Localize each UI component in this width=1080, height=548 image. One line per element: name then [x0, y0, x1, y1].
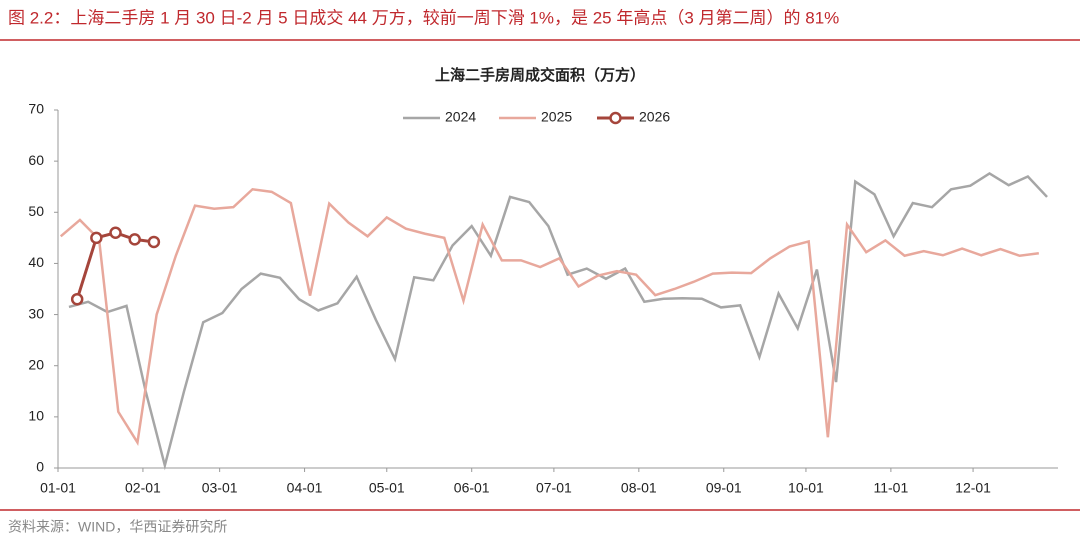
x-tick-label: 09-01 [706, 480, 742, 496]
x-tick-label: 05-01 [369, 480, 405, 496]
y-tick-label: 70 [28, 101, 44, 117]
x-tick-label: 11-01 [873, 480, 908, 496]
series-line [59, 187, 1039, 446]
x-tick-label: 04-01 [287, 480, 323, 496]
figure-header: 图 2.2：上海二手房 1 月 30 日-2 月 5 日成交 44 万方，较前一… [8, 8, 839, 27]
series-line [68, 171, 1048, 471]
y-tick-label: 20 [28, 356, 44, 372]
point [128, 233, 141, 246]
legend-label: 2026 [639, 109, 670, 125]
x-tick-label: 01-01 [40, 480, 76, 496]
x-tick-label: 07-01 [536, 480, 572, 496]
x-tick-label: 08-01 [621, 480, 657, 496]
x-tick-label: 10-01 [788, 480, 824, 496]
y-tick-label: 50 [28, 203, 44, 219]
x-tick-label: 12-01 [955, 480, 991, 496]
series-line [75, 231, 155, 300]
point [70, 292, 84, 306]
point [109, 226, 122, 239]
y-tick-label: 60 [28, 152, 44, 168]
legend-label: 2025 [541, 109, 572, 125]
point [147, 235, 161, 249]
point [90, 231, 103, 245]
x-tick-label: 06-01 [454, 480, 490, 496]
x-tick-label: 03-01 [202, 480, 238, 496]
y-tick-label: 30 [28, 305, 44, 321]
y-tick-label: 40 [28, 254, 44, 270]
source-note: 资料来源：WIND，华西证券研究所 [8, 519, 227, 535]
x-tick-label: 02-01 [125, 480, 161, 496]
chart-title: 上海二手房周成交面积（万方） [435, 66, 645, 84]
y-tick-label: 10 [28, 408, 44, 424]
y-tick-label: 0 [36, 459, 44, 475]
legend-label: 2024 [445, 109, 476, 125]
legend-marker [609, 111, 622, 125]
